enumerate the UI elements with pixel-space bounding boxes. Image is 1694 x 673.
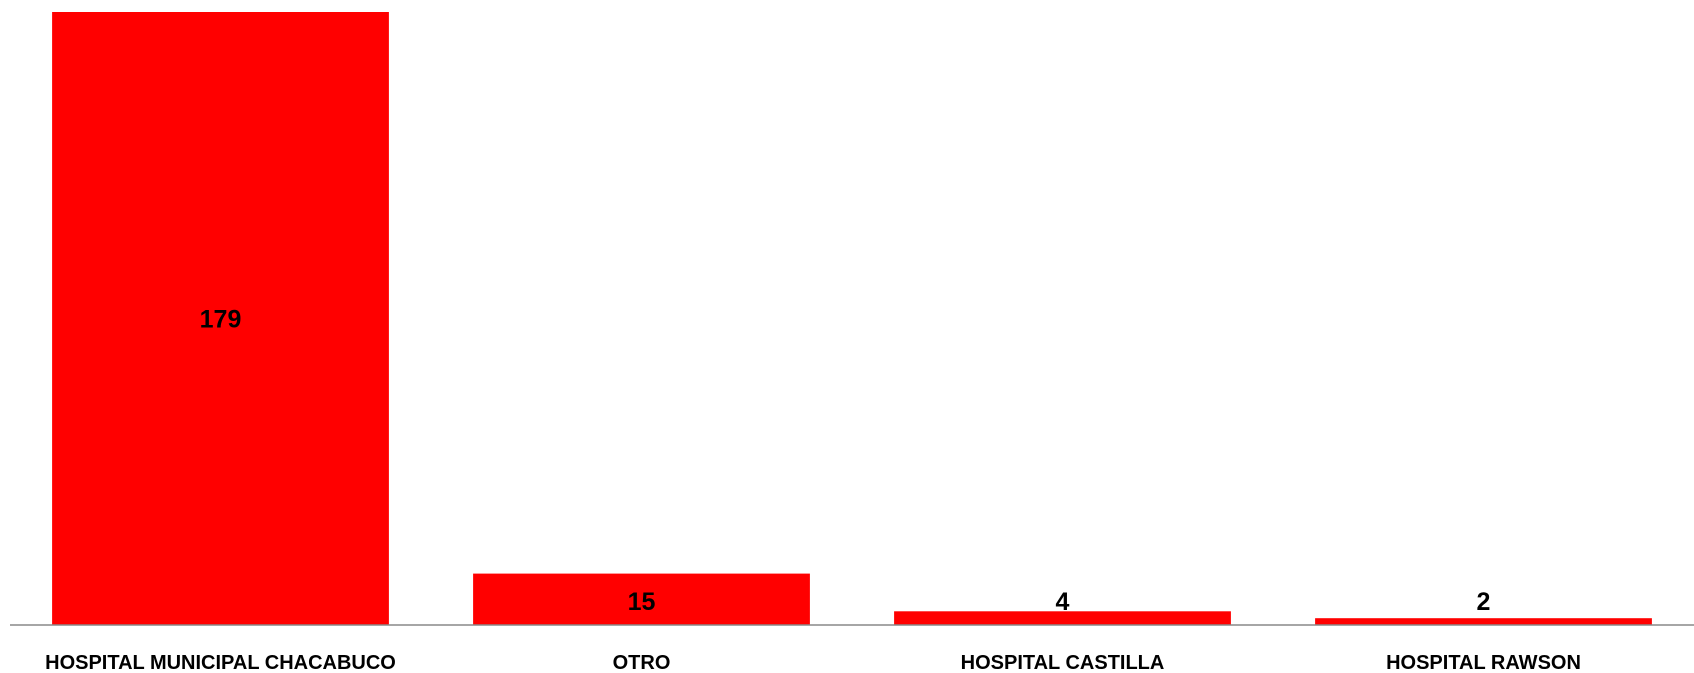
bar-value-label-2: 4 bbox=[1056, 588, 1070, 616]
x-tick-label-1: OTRO bbox=[613, 652, 671, 673]
bar-value-label-3: 2 bbox=[1477, 588, 1491, 616]
bar-1 bbox=[473, 573, 810, 625]
x-tick-label-2: HOSPITAL CASTILLA bbox=[961, 652, 1165, 673]
bar-2 bbox=[894, 611, 1231, 625]
bar-value-label-1: 15 bbox=[628, 588, 656, 616]
bars-group bbox=[52, 12, 1652, 625]
bar-value-label-0: 179 bbox=[200, 306, 242, 334]
value-labels-group: 179 15 4 2 bbox=[200, 306, 1491, 617]
x-tick-labels-group: HOSPITAL MUNICIPAL CHACABUCO OTRO HOSPITAL… bbox=[45, 652, 1581, 673]
x-tick-label-3: HOSPITAL RAWSON bbox=[1386, 652, 1581, 673]
bar-0 bbox=[52, 12, 389, 625]
bar-3 bbox=[1315, 618, 1652, 625]
x-tick-label-0: HOSPITAL MUNICIPAL CHACABUCO bbox=[45, 652, 396, 673]
